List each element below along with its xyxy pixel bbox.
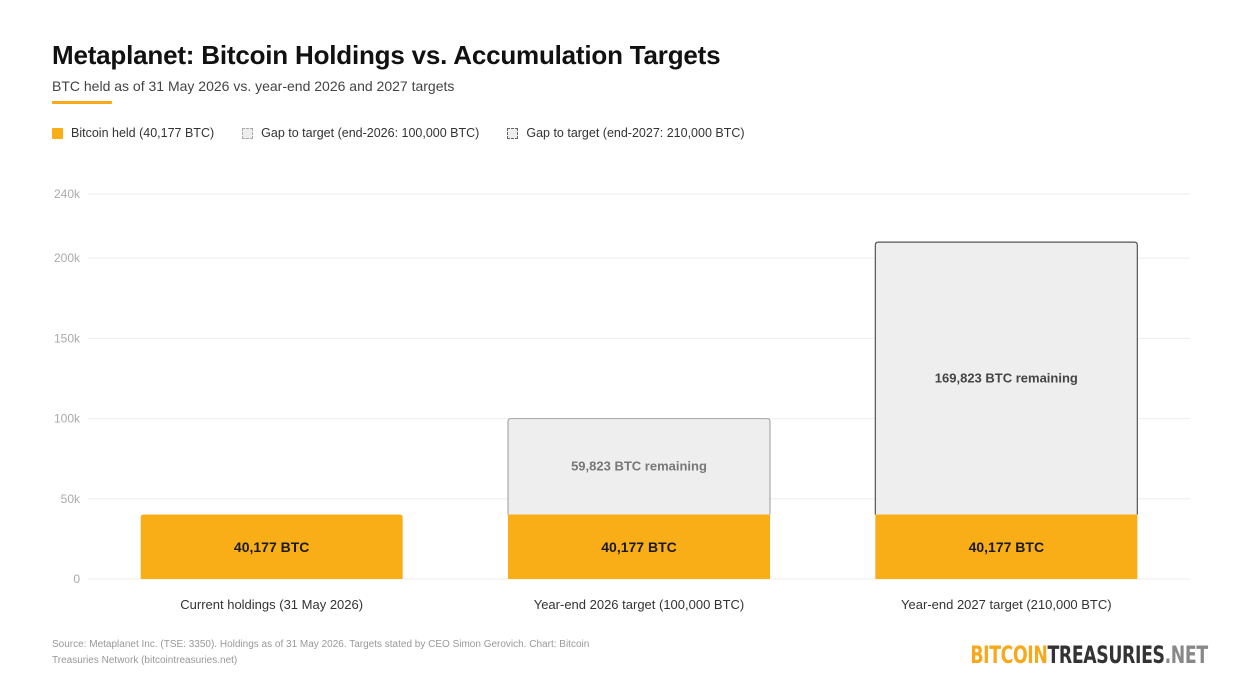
legend-label-gap-2026: Gap to target (end-2026: 100,000 BTC) [261, 126, 480, 140]
held-data-label: 40,177 BTC [969, 539, 1044, 555]
x-category-label: Current holdings (31 May 2026) [180, 597, 363, 612]
chart-subtitle: BTC held as of 31 May 2026 vs. year-end … [52, 78, 455, 94]
x-category-label: Year-end 2026 target (100,000 BTC) [534, 597, 745, 612]
brand-logo-part-net: .NET [1164, 641, 1209, 669]
legend-item-gap-2027: Gap to target (end-2027: 210,000 BTC) [507, 126, 745, 140]
gap-bar [874, 241, 1138, 515]
brand-logo: BITCOINTREASURIES.NET [970, 641, 1209, 669]
legend-swatch-gap-2027 [507, 127, 519, 139]
legend-swatch-gap-2026 [242, 127, 254, 139]
legend-item-held: Bitcoin held (40,177 BTC) [52, 126, 214, 140]
brand-logo-part-bitcoin: BITCOIN [970, 641, 1048, 669]
title-accent-bar [52, 101, 112, 104]
held-bar [140, 514, 403, 579]
legend-label-gap-2027: Gap to target (end-2027: 210,000 BTC) [526, 126, 745, 140]
chart-title: Metaplanet: Bitcoin Holdings vs. Accumul… [52, 40, 721, 70]
y-tick-label: 200k [54, 251, 81, 265]
held-bar [875, 514, 1138, 579]
legend-label-held: Bitcoin held (40,177 BTC) [71, 126, 215, 140]
gap-data-label: 59,823 BTC remaining [571, 459, 707, 474]
y-tick-label: 0 [73, 572, 80, 586]
x-category-label: Year-end 2027 target (210,000 BTC) [901, 597, 1112, 612]
source-note: Source: Metaplanet Inc. (TSE: 3350). Hol… [52, 639, 590, 666]
chart-legend: Bitcoin held (40,177 BTC) Gap to target … [52, 126, 773, 140]
held-data-label: 40,177 BTC [601, 539, 676, 555]
held-data-label: 40,177 BTC [234, 539, 309, 555]
y-tick-label: 240k [54, 187, 81, 201]
legend-item-gap-2026: Gap to target (end-2026: 100,000 BTC) [242, 126, 479, 140]
held-bar [508, 514, 770, 579]
gap-bar [507, 417, 771, 515]
y-tick-label: 50k [61, 492, 81, 506]
brand-logo-part-treasuries: TREASURIES [1047, 641, 1165, 669]
y-tick-label: 100k [54, 412, 81, 426]
y-tick-label: 150k [54, 331, 81, 345]
gap-data-label: 169,823 BTC remaining [935, 370, 1078, 385]
legend-swatch-held [52, 127, 63, 139]
